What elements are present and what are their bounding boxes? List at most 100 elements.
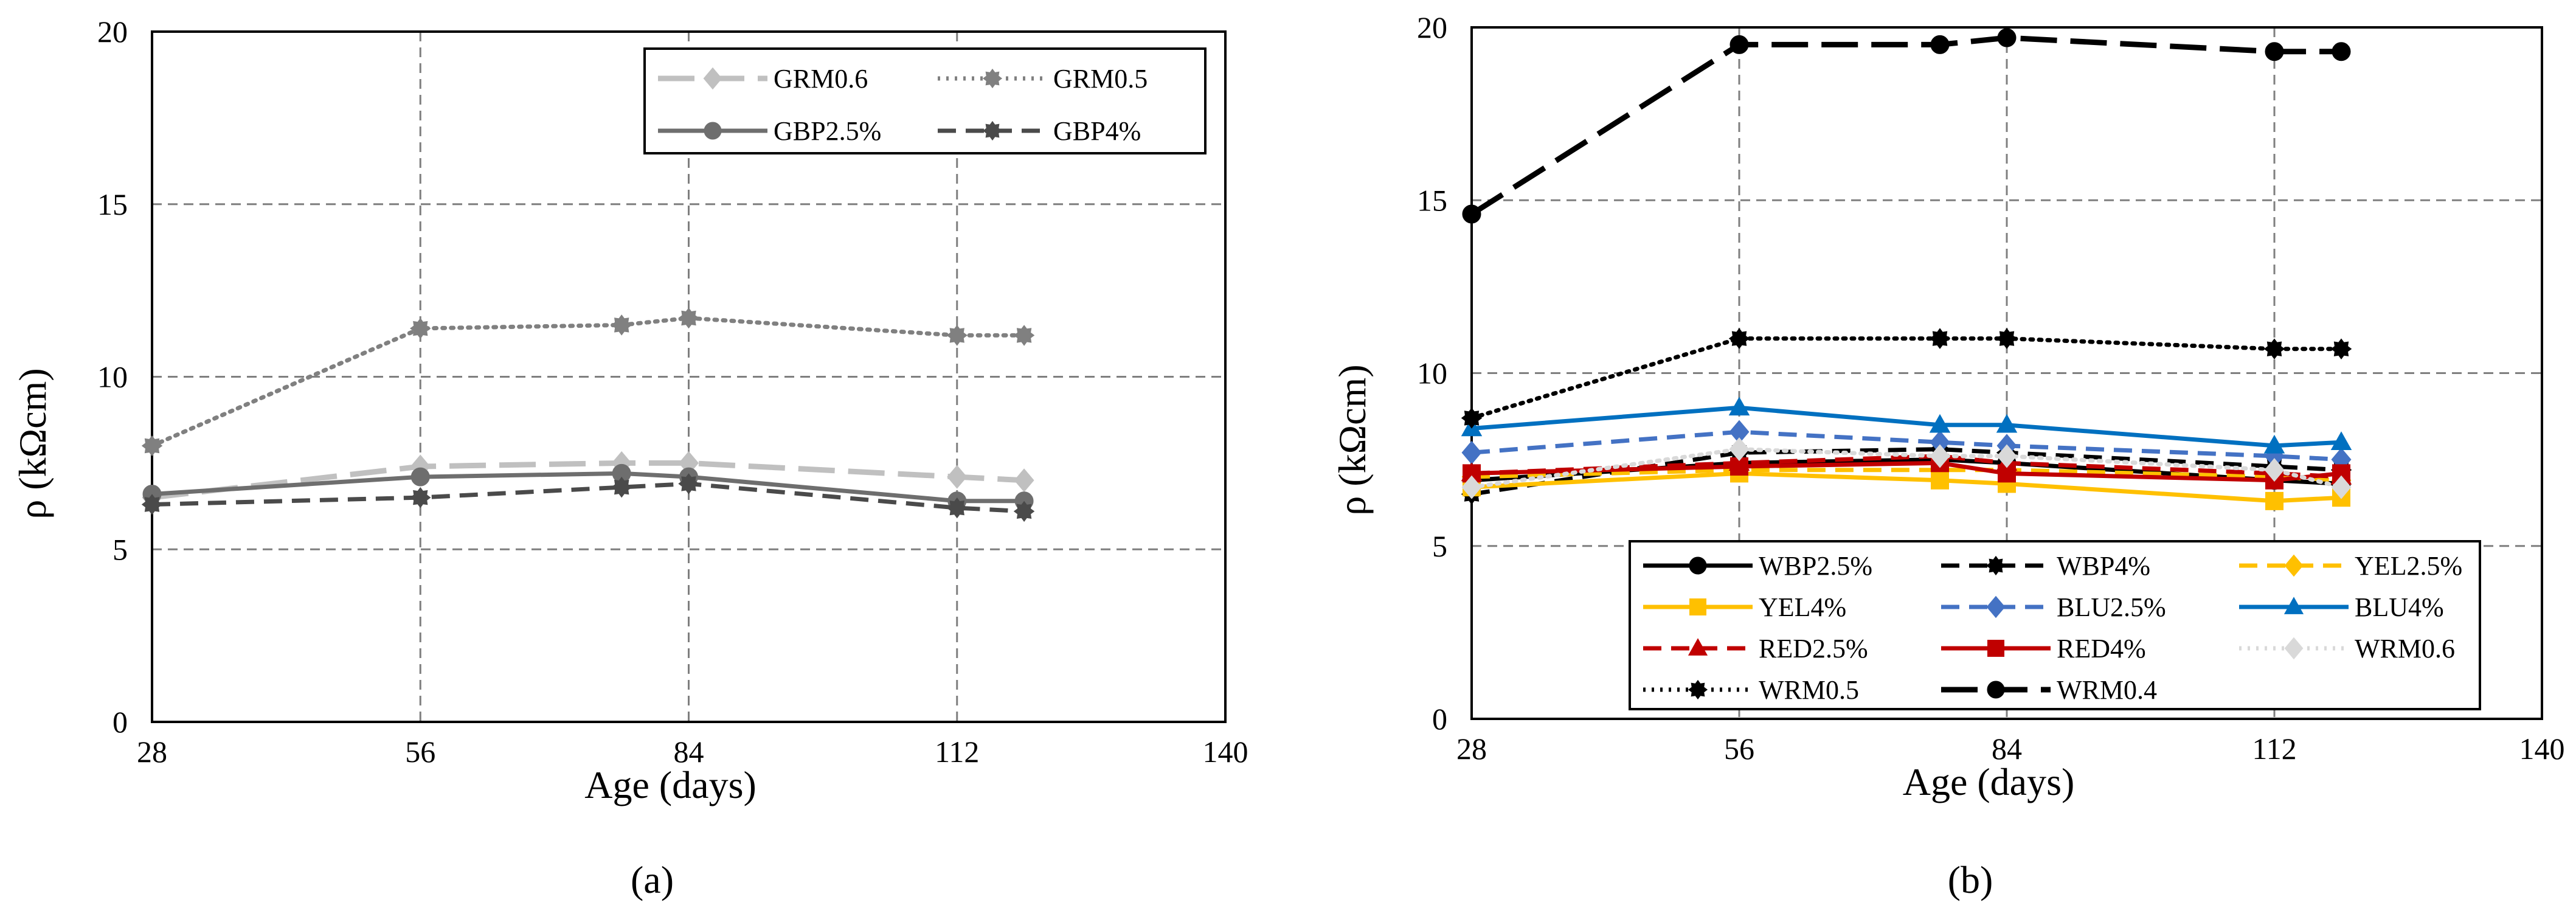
data-point-blu4 [2263,434,2285,454]
y-tick-label: 10 [97,360,128,394]
data-point-gbp4 [410,487,431,508]
series-wrm0-4 [1462,28,2351,224]
x-tick-label: 28 [1456,732,1487,766]
y-tick-label: 20 [1417,10,1447,44]
legend-entry-wrm0-6: WRM0.6 [2239,634,2455,664]
y-tick-label: 20 [97,15,128,49]
legend-box [643,47,1207,154]
x-tick-label: 140 [1203,735,1248,769]
x-tick-label: 28 [137,735,167,769]
legend-label: GBP2.5% [774,116,881,146]
legend-entry-grm0-6: GRM0.6 [658,64,868,94]
chart-panel-b: 28 56 84 112 140 0 5 10 15 20 Age (days) ρ (kΩcm) (b… [1331,10,2565,901]
data-point-grm0-5 [1013,325,1035,346]
series-line-grm0-5 [150,316,1027,448]
legend-label: BLU2.5% [2057,592,2166,622]
data-point-grm0-5 [678,307,699,329]
series-line-red4 [1471,460,2342,483]
series-line-blu4 [1471,405,2342,448]
legend-marker [2283,597,2304,614]
series-line-wrm0-4 [1470,35,2341,217]
legend-label: WBP2.5% [1759,551,1872,581]
legend: WBP2.5% WBP4% YEL2.5% YEL4% BLU2.5% BLU4% RED2… [1629,540,2481,710]
series-wrm0-5 [1461,328,2352,429]
legend-entry-wrm0-4: WRM0.4 [1941,675,2157,705]
y-tick-label: 5 [113,532,128,566]
x-tick-label: 56 [1724,732,1754,766]
y-tick-label: 0 [113,705,128,739]
series-line-wbp4 [1471,447,2342,496]
series-line-grm0-6 [151,460,1025,501]
legend-label: WRM0.5 [1759,675,1859,705]
legend-marker [2284,554,2304,577]
legend-entry-grm0-5: GRM0.5 [938,64,1148,94]
data-point-grm0-5 [141,435,163,457]
data-point-blu2-5 [1461,440,1482,465]
data-point-wrm0-5 [2330,338,2352,359]
data-point-gbp4 [141,494,163,515]
x-axis-label: Age (days) [1903,760,2075,803]
x-tick-label: 140 [2519,732,2565,766]
chart-panel-a: 28 56 84 112 140 0 5 10 15 20 Age (days) ρ (kΩcm) (a… [11,15,1248,901]
series-grm0-5 [141,307,1035,457]
y-tick-label: 5 [1432,529,1447,563]
legend-label: WRM0.6 [2355,634,2455,664]
data-point-wrm0-5 [2263,338,2285,359]
data-point-wrm0-4 [1997,28,2017,47]
data-point-wrm0-6 [2264,458,2285,482]
y-tick-label: 15 [1417,183,1447,217]
x-tick-label: 84 [674,735,704,769]
data-point-wrm0-5 [1996,328,2018,349]
legend-label: WBP4% [2057,551,2150,581]
series-blu4 [1461,397,2352,454]
legend-label: GBP4% [1053,116,1141,146]
data-point-wrm0-6 [2331,475,2352,499]
data-point-wrm0-4 [1930,35,1950,54]
y-axis-label: ρ (kΩcm) [11,368,54,519]
y-tick-label: 10 [1417,356,1447,390]
data-point-blu4 [1996,414,2018,433]
legend-marker [1689,598,1706,615]
legend-label: WRM0.4 [2057,675,2157,705]
data-point-blu2-5 [1930,430,1950,454]
plot-area [1470,26,2543,720]
x-tick-label: 112 [935,735,979,769]
legend-entry-blu2-5: BLU2.5% [1941,592,2166,622]
series-line-yel4 [1471,471,2342,504]
data-point-grm0-5 [946,325,968,346]
y-axis-label: ρ (kΩcm) [1331,364,1374,515]
data-point-wrm0-5 [1929,328,1951,349]
data-point-wrm0-5 [1461,407,1483,429]
legend-label: GRM0.6 [774,64,868,94]
legend-marker [1688,638,1708,656]
legend-entry-red2-5: RED2.5% [1643,634,1868,664]
series-line-wrm0-5 [1469,336,2344,420]
legend-entry-wbp2-5: WBP2.5% [1643,551,1872,581]
data-point-gbp2-5 [410,467,430,487]
plot-area [151,30,1227,723]
legend-marker [1986,595,2006,619]
legend-marker [1987,681,2005,699]
x-axis-label: Age (days) [584,763,757,806]
legend-label: RED2.5% [1759,634,1868,664]
data-point-yel4 [1931,471,1949,490]
legend-entry-yel4: YEL4% [1643,592,1846,622]
legend: GRM0.6 GRM0.5 GBP2.5% GBP4% [643,47,1207,154]
series-line-wrm0-6 [1469,447,2344,490]
series-wrm0-6 [1461,437,2352,499]
data-point-grm0-6 [947,465,968,489]
legend-marker [704,122,722,140]
x-tick-label: 56 [405,735,435,769]
data-point-wrm0-4 [1462,204,1481,224]
legend-entry-yel2-5: YEL2.5% [2239,551,2462,581]
legend-label: GRM0.5 [1053,64,1148,94]
data-point-wrm0-6 [1930,444,1950,468]
data-point-blu2-5 [1729,420,1750,444]
x-tick-label: 112 [2252,732,2296,766]
series-gbp4 [141,473,1035,522]
legend-marker [2284,637,2304,660]
data-point-wrm0-6 [1996,444,2017,468]
series-line-gbp2-5 [151,471,1025,504]
data-point-grm0-5 [410,317,431,339]
data-point-blu4 [2330,431,2352,450]
